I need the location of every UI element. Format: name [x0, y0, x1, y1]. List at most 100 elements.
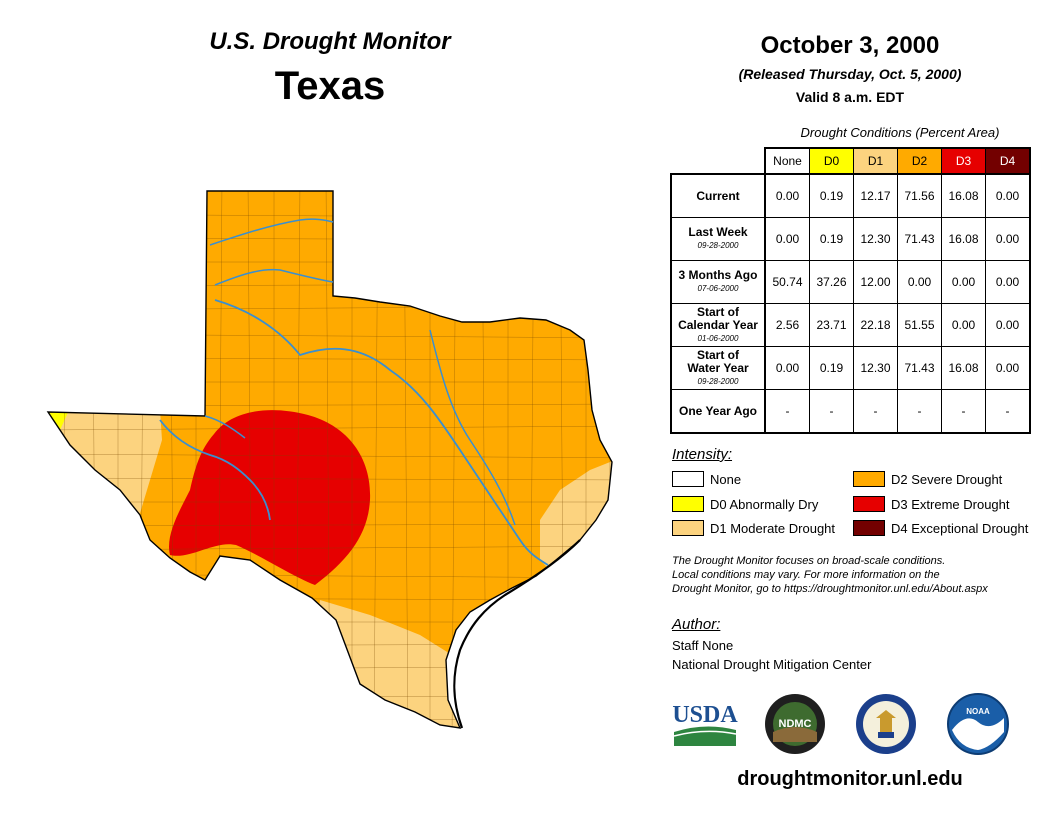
table-cell-d1: 12.00 — [853, 260, 898, 304]
note-line-3: Drought Monitor, go to https://droughtmo… — [672, 583, 988, 595]
table-cell-d2: - — [897, 389, 942, 434]
legend-swatch-none — [672, 471, 704, 487]
table-cell-none: 50.74 — [764, 260, 810, 304]
drought-conditions-table: None D0 D1 D2 D3 D4 Current 0.00 0.19 12.17… — [670, 147, 1031, 434]
table-row: Current 0.00 0.19 12.17 71.56 16.08 0.00 — [670, 173, 1031, 218]
legend-item-d0: D0 Abnormally Dry — [672, 496, 818, 512]
row-date: 01-06-2000 — [697, 333, 739, 343]
table-cell-d0: 37.26 — [809, 260, 854, 304]
website-url[interactable]: droughtmonitor.unl.edu — [737, 768, 963, 790]
intensity-title: Intensity: — [672, 446, 733, 463]
column-header-d0: D0 — [809, 147, 854, 175]
row-date: 09-28-2000 — [697, 241, 739, 250]
table-header-row: None D0 D1 D2 D3 D4 — [671, 147, 1031, 175]
county-line — [638, 180, 640, 740]
trinity-river — [429, 329, 516, 526]
table-cell-d4: 0.00 — [985, 217, 1031, 261]
row-label: Start of Water Year 09-28-2000 — [670, 346, 766, 390]
state-title: Texas — [274, 64, 386, 108]
column-header-d1: D1 — [853, 147, 898, 175]
legend-item-d3: D3 Extreme Drought — [853, 496, 1010, 512]
table-corner — [671, 148, 765, 174]
table-cell-d4: 0.00 — [985, 303, 1031, 347]
county-line — [61, 191, 67, 728]
texas-drought-map — [46, 180, 640, 740]
row-label-line: Current — [696, 188, 740, 203]
row-label-line: Water Year — [687, 360, 749, 375]
row-label-line: 3 Months Ago — [678, 268, 758, 282]
conditions-title: Drought Conditions (Percent Area) — [800, 125, 1000, 140]
table-row: Last Week 09-28-2000 0.00 0.19 12.30 71.43 16.… — [670, 217, 1031, 261]
rio-grande-river — [159, 419, 271, 521]
legend-label-d2: D2 Severe Drought — [891, 471, 1003, 487]
column-header-d2: D2 — [897, 147, 942, 175]
product-title: U.S. Drought Monitor — [209, 28, 451, 55]
table-cell-d0: 0.19 — [809, 217, 854, 261]
gulf-coast-barrier — [453, 539, 581, 729]
county-line — [48, 425, 612, 431]
legend-swatch-d2 — [853, 471, 885, 487]
brazos-river — [214, 299, 549, 566]
county-line — [48, 213, 612, 219]
pecos-river — [204, 415, 246, 439]
row-date: 09-28-2000 — [697, 376, 739, 386]
date-title: October 3, 2000 — [760, 32, 940, 59]
legend-item-d2: D2 Severe Drought — [853, 471, 1002, 487]
table-cell-d4: 0.00 — [985, 260, 1031, 304]
ndmc-logo: NDMC — [765, 694, 825, 754]
note-line-2: Local conditions may vary. For more info… — [672, 569, 940, 581]
row-label-line: Start of — [697, 347, 739, 362]
table-cell-d1: 12.17 — [853, 173, 898, 218]
table-cell-d2: 71.56 — [897, 173, 942, 218]
legend-item-d4: D4 Exceptional Drought — [853, 520, 1028, 536]
table-cell-d2: 0.00 — [897, 260, 942, 304]
valid-time: Valid 8 a.m. EDT — [795, 89, 905, 105]
d1-region-coast — [540, 460, 612, 580]
commerce-seal-logo — [856, 694, 916, 754]
row-label-line: Calendar Year — [678, 317, 758, 332]
table-cell-d1: 22.18 — [853, 303, 898, 347]
column-header-d4: D4 — [985, 147, 1031, 175]
column-header-d3: D3 — [941, 147, 986, 175]
table-cell-d3: - — [941, 389, 986, 434]
table-cell-none: 2.56 — [764, 303, 810, 347]
ndmc-logo-text: NDMC — [779, 718, 812, 730]
author-name: Staff None — [672, 638, 734, 653]
legend-swatch-d3 — [853, 496, 885, 512]
table-cell-d2: 51.55 — [897, 303, 942, 347]
table-cell-none: - — [764, 389, 810, 434]
legend-label-d4: D4 Exceptional Drought — [891, 520, 1029, 536]
table-cell-d2: 71.43 — [897, 217, 942, 261]
table-cell-d4: 0.00 — [985, 173, 1031, 218]
table-cell-d0: - — [809, 389, 854, 434]
row-label: Last Week 09-28-2000 — [670, 217, 766, 261]
county-line — [48, 283, 612, 287]
table-row: 3 Months Ago 07-06-2000 50.74 37.26 12.00 0.0… — [670, 260, 1031, 304]
noaa-logo-text: NOAA — [966, 707, 990, 716]
table-cell-d0: 0.19 — [809, 346, 854, 390]
row-label: 3 Months Ago 07-06-2000 — [670, 260, 766, 304]
table-cell-d0: 23.71 — [809, 303, 854, 347]
table-cell-d3: 16.08 — [941, 173, 986, 218]
author-organization: National Drought Mitigation Center — [672, 657, 872, 672]
note-line-1: The Drought Monitor focuses on broad-sca… — [672, 555, 946, 567]
release-date: (Released Thursday, Oct. 5, 2000) — [738, 66, 962, 82]
county-line — [48, 693, 612, 699]
table-cell-d2: 71.43 — [897, 346, 942, 390]
county-line — [48, 665, 612, 671]
texas-outline — [46, 190, 613, 729]
legend-item-d1: D1 Moderate Drought — [672, 520, 835, 536]
column-header-none: None — [764, 147, 810, 175]
row-label: One Year Ago — [670, 389, 766, 434]
table-cell-d0: 0.19 — [809, 173, 854, 218]
county-line — [48, 717, 612, 721]
usda-logo-text: USDA — [672, 702, 738, 728]
table-cell-d3: 0.00 — [941, 303, 986, 347]
row-label: Current — [670, 173, 766, 218]
row-label: Start of Calendar Year 01-06-2000 — [670, 303, 766, 347]
row-label-line: Last Week — [688, 225, 748, 239]
canadian-river — [214, 268, 334, 286]
row-date: 07-06-2000 — [697, 284, 739, 293]
table-cell-d1: 12.30 — [853, 217, 898, 261]
legend-swatch-d4 — [853, 520, 885, 536]
